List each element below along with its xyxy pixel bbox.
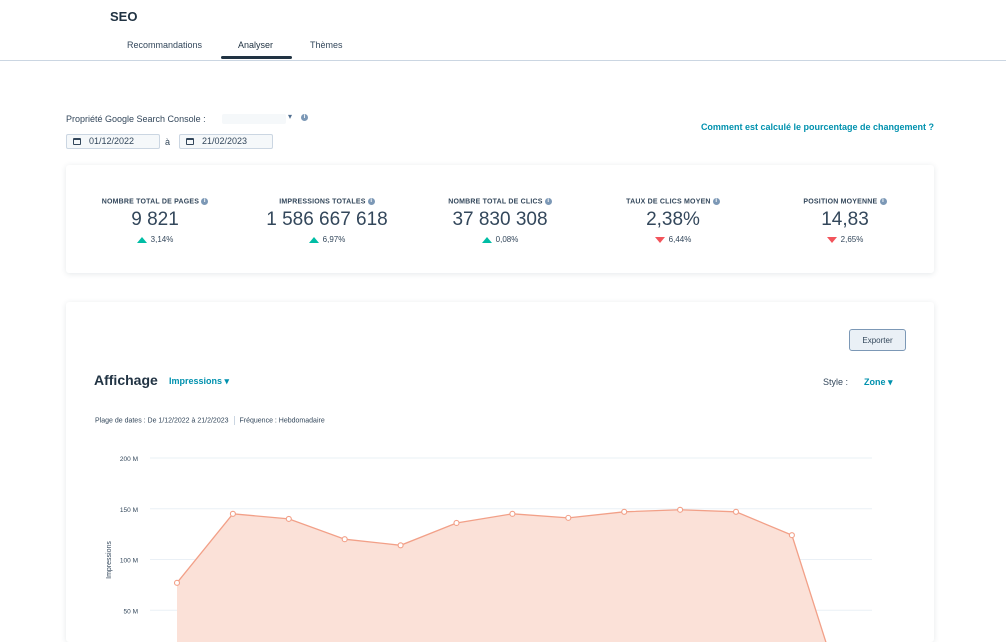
impressions-area <box>177 509 826 642</box>
chart-title: Affichage <box>94 372 158 388</box>
arrow-up-icon <box>308 237 319 244</box>
info-icon[interactable]: i <box>201 198 209 205</box>
tab-bar: Recommandations Analyser Thèmes <box>0 35 1006 61</box>
calendar-icon <box>73 138 81 145</box>
change-percentage-help-link[interactable]: Comment est calculé le pourcentage de ch… <box>700 122 934 132</box>
impressions-area-chart: 50 M 100 M 150 M 200 M Impressions <box>106 456 872 642</box>
data-point[interactable] <box>621 508 628 515</box>
tab-themes[interactable]: Thèmes <box>310 40 343 50</box>
kpi-summary-card: NOMBRE TOTAL DE PAGES i 9 821 3,14% IMPR… <box>66 165 934 273</box>
end-date-input[interactable]: 21/02/2023 <box>179 134 273 149</box>
data-point[interactable] <box>341 536 348 543</box>
arrow-down-icon <box>654 237 665 244</box>
data-point[interactable] <box>509 510 516 517</box>
y-tick-label: 200 M <box>120 456 138 463</box>
gsc-property-label: Propriété Google Search Console : <box>66 114 206 124</box>
arrow-down-icon <box>826 237 837 244</box>
kpi-change: 3,14% <box>70 235 240 244</box>
calendar-icon <box>186 138 194 145</box>
data-point[interactable] <box>397 542 404 549</box>
kpi-label: IMPRESSIONS TOTALES i <box>242 198 412 205</box>
y-axis-label: Impressions <box>106 541 113 579</box>
data-point[interactable] <box>285 515 292 522</box>
kpi-total-pages: NOMBRE TOTAL DE PAGES i 9 821 3,14% <box>70 198 240 244</box>
kpi-average-position: POSITION MOYENNE i 14,83 2,65% <box>760 198 930 244</box>
kpi-value: 9 821 <box>131 209 179 231</box>
end-date-value: 21/02/2023 <box>202 136 248 146</box>
y-tick-label: 150 M <box>120 507 138 514</box>
kpi-value: 37 830 308 <box>452 209 548 231</box>
data-point[interactable] <box>229 510 236 517</box>
kpi-label: TAUX DE CLICS MOYEN i <box>588 198 758 205</box>
kpi-label: NOMBRE TOTAL DE CLICS i <box>415 198 585 205</box>
data-point[interactable] <box>788 532 795 539</box>
data-point[interactable] <box>173 579 181 586</box>
date-separator: à <box>165 137 171 147</box>
start-date-value: 01/12/2022 <box>89 136 135 146</box>
arrow-up-icon <box>481 237 492 244</box>
kpi-value: 2,38% <box>646 209 700 231</box>
kpi-value: 14,83 <box>821 209 869 231</box>
data-point[interactable] <box>732 508 740 515</box>
gsc-property-select[interactable] <box>222 114 286 124</box>
data-point[interactable] <box>453 519 460 527</box>
date-range-info: Plage de dates : De 1/12/2022 à 21/2/202… <box>95 416 325 425</box>
arrow-up-icon <box>136 237 147 244</box>
style-label: Style : <box>823 377 849 387</box>
kpi-label: POSITION MOYENNE i <box>760 198 930 205</box>
tab-recommandations[interactable]: Recommandations <box>127 40 203 50</box>
info-icon[interactable]: i <box>544 198 552 205</box>
data-point[interactable] <box>677 506 684 513</box>
kpi-change: 6,44% <box>588 235 758 244</box>
kpi-total-impressions: IMPRESSIONS TOTALES i 1 586 667 618 6,97… <box>242 198 412 244</box>
data-point[interactable] <box>565 514 572 521</box>
chevron-down-icon: ▾ <box>224 376 230 386</box>
kpi-value: 1 586 667 618 <box>266 209 388 231</box>
chevron-down-icon[interactable]: ▾ <box>288 112 293 121</box>
kpi-label: NOMBRE TOTAL DE PAGES i <box>70 198 240 205</box>
info-icon[interactable]: i <box>301 114 308 121</box>
style-dropdown[interactable]: Zone ▾ <box>864 377 893 387</box>
separator <box>233 416 235 425</box>
app-title: SEO <box>110 9 138 24</box>
info-icon[interactable]: i <box>367 198 375 205</box>
kpi-change: 0,08% <box>415 235 585 244</box>
y-tick-label: 50 M <box>124 608 138 615</box>
metric-dropdown[interactable]: Impressions ▾ <box>169 376 230 386</box>
kpi-average-ctr: TAUX DE CLICS MOYEN i 2,38% 6,44% <box>588 198 758 244</box>
chevron-down-icon: ▾ <box>888 377 893 387</box>
active-tab-indicator <box>221 56 292 59</box>
tab-analyser[interactable]: Analyser <box>238 40 274 50</box>
export-button[interactable]: Exporter <box>849 329 906 351</box>
kpi-total-clicks: NOMBRE TOTAL DE CLICS i 37 830 308 0,08% <box>415 198 585 244</box>
kpi-change: 2,65% <box>760 235 930 244</box>
start-date-input[interactable]: 01/12/2022 <box>66 134 160 149</box>
info-icon[interactable]: i <box>879 198 887 205</box>
y-tick-label: 100 M <box>120 558 138 565</box>
kpi-change: 6,97% <box>242 235 412 244</box>
chart-card: Exporter Affichage Impressions ▾ Style :… <box>66 302 934 642</box>
info-icon[interactable]: i <box>712 198 720 205</box>
